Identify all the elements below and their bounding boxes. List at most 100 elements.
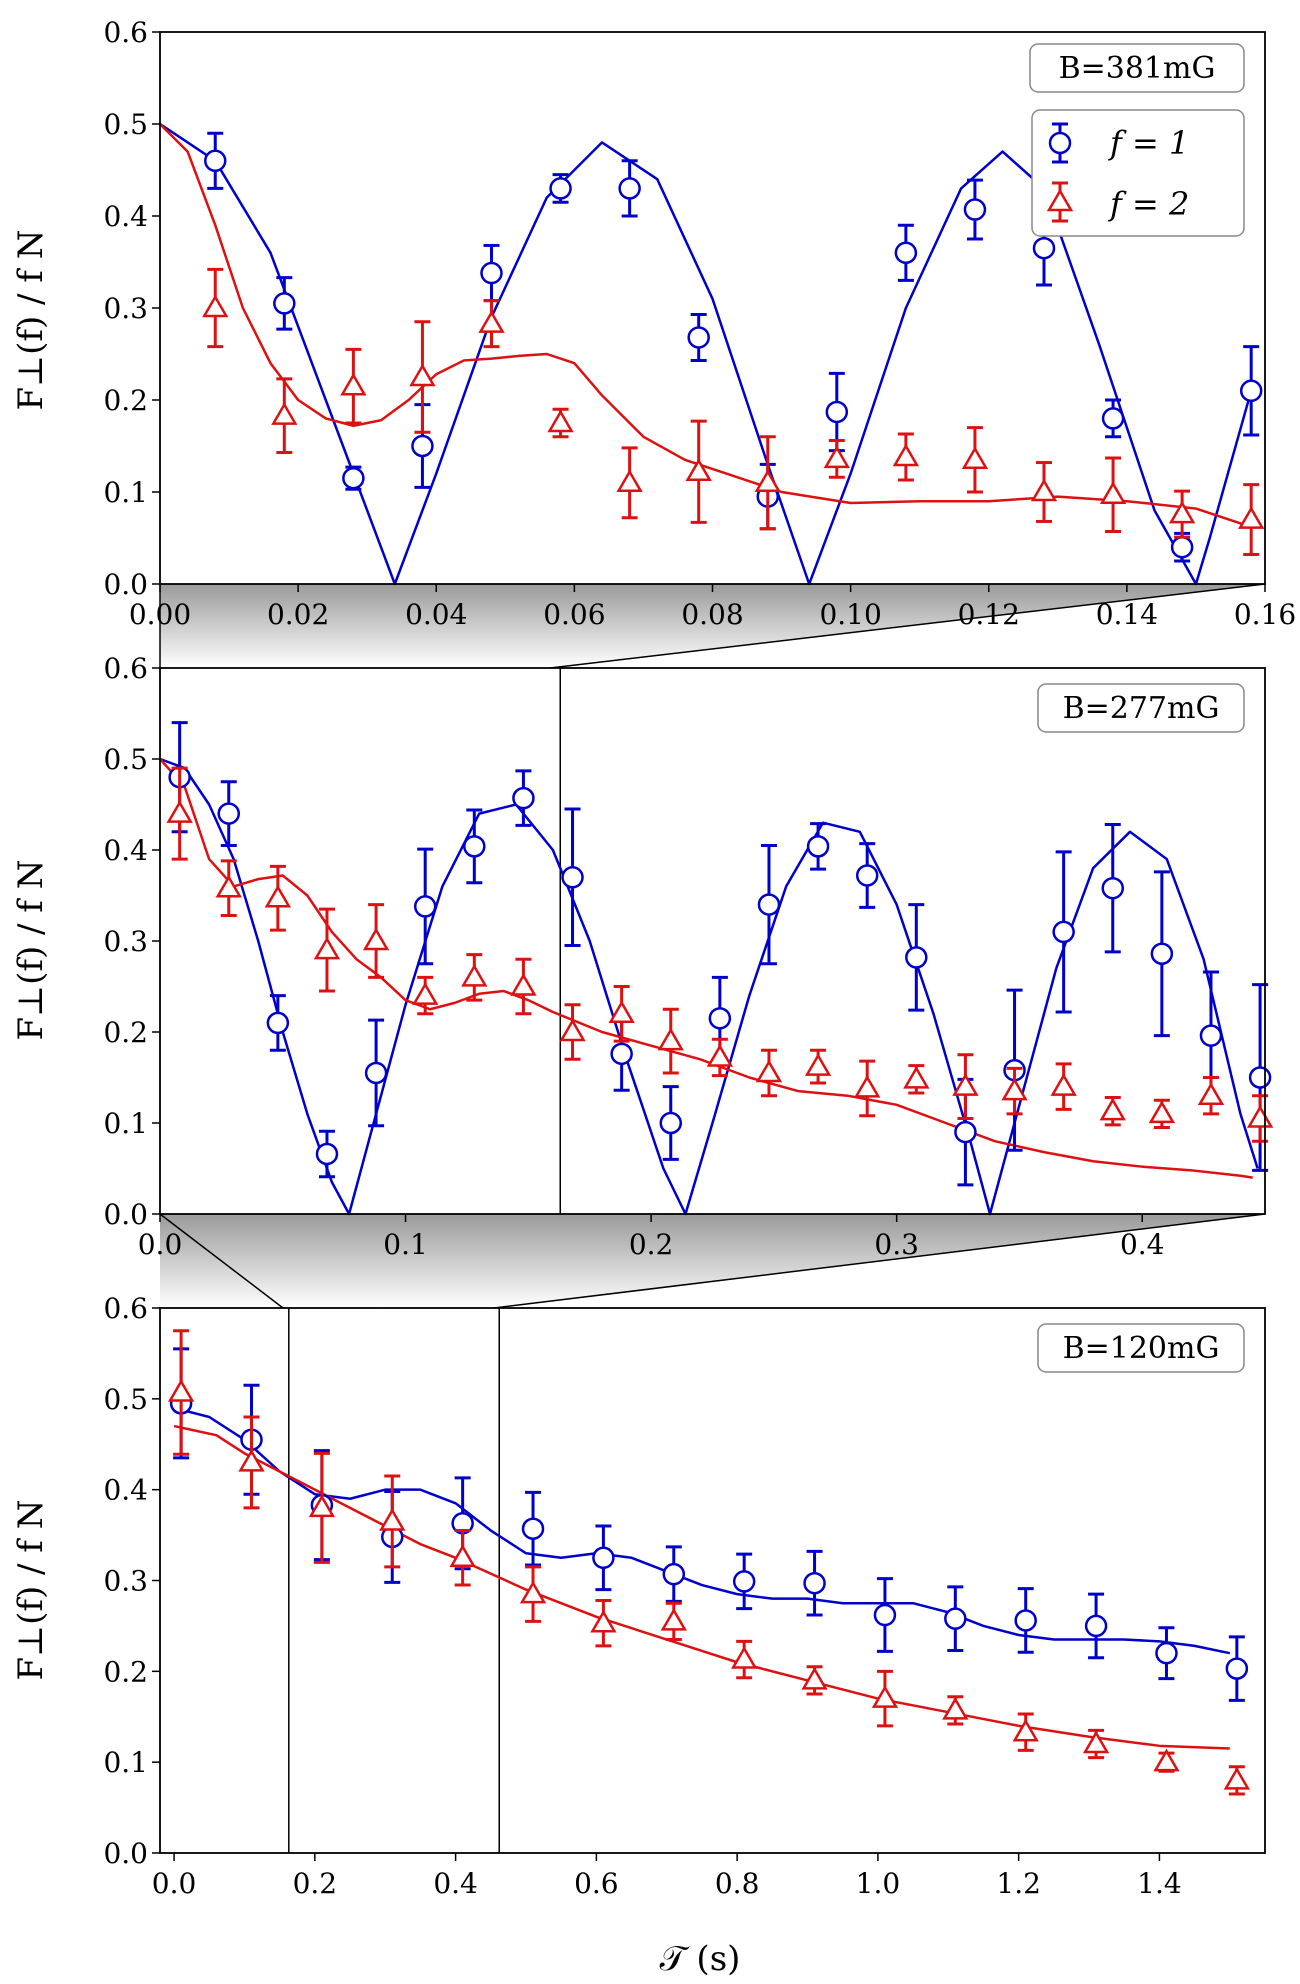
- data-point-f2: [166, 766, 193, 861]
- data-point-f2: [340, 347, 367, 425]
- data-point-f2: [1168, 489, 1196, 539]
- data-point-f1: [803, 1549, 826, 1617]
- data-point-f1: [315, 1129, 339, 1179]
- data-point-f2: [854, 1059, 881, 1118]
- x-tick-label: 0.00: [129, 598, 191, 631]
- y-tick-label: 0.5: [103, 1383, 148, 1416]
- data-point-f2: [754, 435, 781, 531]
- y-tick-label: 0.4: [103, 1474, 148, 1507]
- zoom-line-bottom-right: [493, 1213, 1266, 1309]
- data-point-f2: [804, 1048, 832, 1085]
- x-tick-label: 0.10: [819, 598, 881, 631]
- data-point-f1: [757, 843, 781, 966]
- x-tick-label: 0.6: [574, 1867, 619, 1900]
- data-point-f1: [1084, 1592, 1108, 1660]
- data-point-f1: [618, 159, 641, 218]
- data-point-f1: [1101, 398, 1125, 439]
- legend-marker-f2: [1046, 181, 1074, 223]
- data-point-f2: [903, 1064, 930, 1095]
- data-point-f2: [660, 1601, 687, 1642]
- data-point-f2: [461, 953, 488, 1002]
- zoom-line-bottom-left: [159, 1213, 284, 1309]
- data-point-f2: [871, 1669, 899, 1728]
- data-point-f2: [1223, 1765, 1251, 1796]
- x-tick-label: 0.2: [629, 1228, 674, 1261]
- data-point-f2: [519, 1565, 547, 1623]
- data-point-f2: [202, 267, 229, 349]
- x-tick-label: 0.12: [958, 598, 1020, 631]
- ylabel-panel-1: F⊥(f) / f N: [11, 230, 51, 411]
- data-point-f2: [1012, 1712, 1039, 1752]
- data-point-f2: [547, 407, 574, 439]
- data-point-f1: [413, 847, 437, 966]
- zoom-band-bottom: [160, 1214, 1265, 1308]
- x-tick-label: 0.16: [1234, 598, 1296, 631]
- data-point-f2: [478, 299, 505, 349]
- data-point-f1: [1014, 1587, 1037, 1654]
- data-point-f1: [1101, 823, 1125, 954]
- legend-label-f1: f = 1: [1108, 124, 1189, 162]
- y-tick-label: 0.4: [103, 200, 148, 233]
- y-tick-label: 0.5: [103, 108, 148, 141]
- data-point-f1: [592, 1524, 615, 1592]
- data-point-f1: [944, 1585, 967, 1652]
- data-point-f1: [1052, 850, 1075, 1014]
- data-point-f2: [1050, 1062, 1077, 1111]
- y-tick-label: 0.6: [103, 1292, 148, 1325]
- panel-3: 0.0 0.1 0.2 0.3 0.4 0.5 0.6 0.0 0.2 0.4 0.6 0.8 1.0 1…: [103, 1292, 1266, 1900]
- data-point-f1: [687, 312, 710, 362]
- y-tick-label: 0.3: [103, 1565, 148, 1598]
- x-tick-label: 0.8: [715, 1867, 760, 1900]
- data-point-f1: [549, 173, 572, 204]
- x-tick-label: 0.0: [152, 1867, 197, 1900]
- y-tick-label: 0.6: [103, 16, 148, 49]
- data-point-f1: [1150, 870, 1174, 1038]
- data-point-f1: [217, 780, 241, 847]
- y-tick-label: 0.0: [103, 1837, 148, 1870]
- data-point-f2: [942, 1695, 969, 1726]
- field-annotation: B=381mG: [1059, 51, 1216, 86]
- data-point-f2: [264, 864, 292, 932]
- y-tick-label: 0.1: [103, 476, 148, 509]
- legend-label-f2: f = 2: [1108, 185, 1189, 223]
- x-tick-label: 0.02: [267, 598, 329, 631]
- data-point-f2: [308, 1451, 336, 1564]
- x-tick-label: 1.0: [856, 1867, 901, 1900]
- x-tick-label: 0.0: [138, 1228, 183, 1261]
- y-tick-label: 0.4: [103, 834, 148, 867]
- data-point-f2: [238, 1415, 265, 1510]
- x-tick-label: 1.2: [996, 1867, 1041, 1900]
- data-point-f2: [755, 1048, 783, 1098]
- data-point-f2: [1030, 461, 1058, 523]
- x-tick-label: 1.4: [1137, 1867, 1182, 1900]
- data-point-f1: [855, 842, 879, 909]
- data-point-f1: [1170, 531, 1194, 563]
- x-tick-label: 0.4: [433, 1867, 478, 1900]
- y-tick-label: 0.2: [103, 1016, 148, 1049]
- y-tick-label: 0.0: [103, 568, 148, 601]
- field-annotation: B=277mG: [1063, 691, 1220, 726]
- x-tick-label: 0.06: [543, 598, 605, 631]
- data-point-f1: [1155, 1626, 1178, 1681]
- data-point-f2: [412, 975, 439, 1016]
- data-point-f2: [952, 1053, 979, 1120]
- data-point-f2: [961, 426, 989, 494]
- data-point-f2: [1148, 1098, 1176, 1130]
- data-point-f2: [449, 1529, 476, 1587]
- field-annotation-box: [1037, 683, 1245, 733]
- y-tick-label: 0.2: [103, 384, 148, 417]
- x-tick-label: 0.1: [383, 1228, 428, 1261]
- y-tick-label: 0.6: [103, 652, 148, 685]
- y-tick-label: 0.3: [103, 292, 148, 325]
- data-point-f2: [706, 1037, 734, 1078]
- data-point-f1: [662, 1545, 686, 1603]
- data-point-f1: [561, 807, 584, 948]
- data-point-f1: [273, 276, 296, 331]
- x-tick-label: 0.14: [1096, 598, 1158, 631]
- data-point-f2: [271, 377, 298, 454]
- panel-1: 0.0 0.1 0.2 0.3 0.4 0.5 0.6 0.00 0.02 0.04 0.06 0.0…: [103, 16, 1296, 631]
- data-point-f2: [1238, 483, 1265, 557]
- legend: f = 1 f = 2: [1031, 109, 1245, 237]
- data-point-f2: [608, 985, 635, 1043]
- data-point-f1: [521, 1490, 545, 1567]
